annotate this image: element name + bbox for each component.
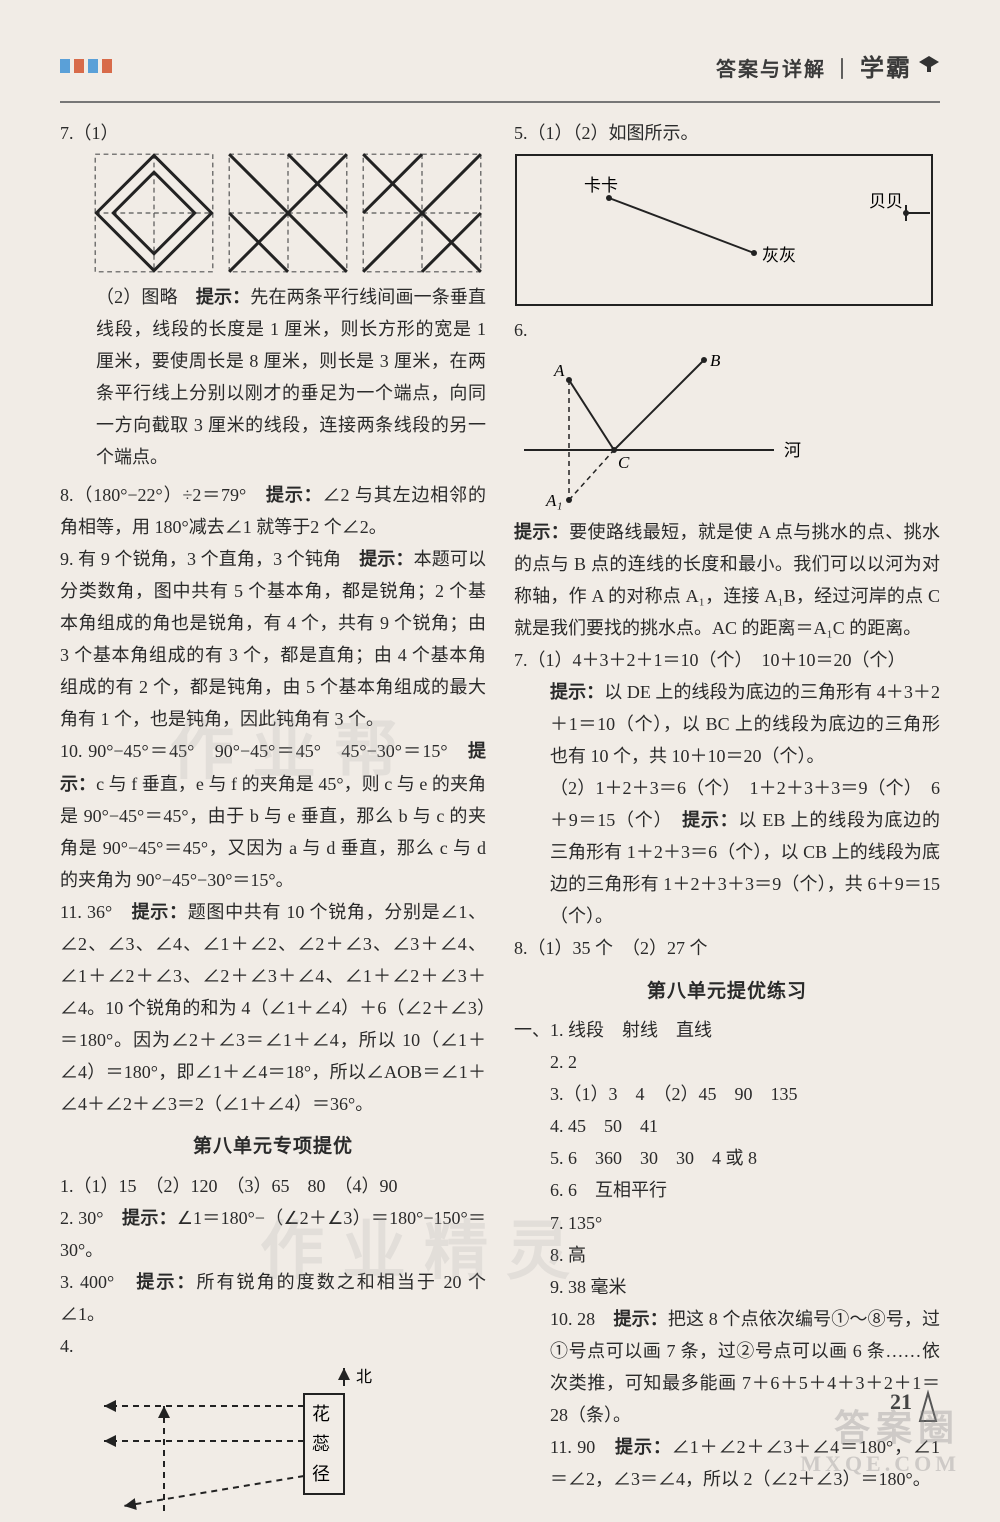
svg-text:A: A [553,361,565,380]
r-q6-label: 6. [514,314,940,346]
hint-label: 提示： [359,549,413,569]
q11-text: 11. 36° [60,902,132,922]
b10-text: 10. 28 [550,1309,613,1329]
q9-hint: 本题可以分类数角，图中共有 5 个基本角，都是锐角；2 个基本角组成的角也是锐角… [60,549,486,729]
left-column: 7.（1） [60,117,486,1522]
mark-icon [102,59,112,73]
hint-label: 提示： [266,485,323,505]
section-8b-title: 第八单元提优练习 [514,975,940,1009]
svg-text:A₁: A₁ [545,491,562,510]
a3: 3. 400° 提示：所有锐角的度数之和相当于 20 个∠1。 [60,1266,486,1330]
q6-hint: 要使路线最短，就是使 A 点与挑水的点、挑水的点与 B 点的连线的长度和最小。我… [514,522,940,638]
q10-text: 10. 90°−45°＝45° 90°−45°＝45° 45°−30°＝15° [60,741,468,761]
header-subtitle: 答案与详解 [716,53,826,82]
b2: 2. 2 [514,1046,940,1078]
q10-hint: c 与 f 垂直，e 与 f 的夹角是 45°，则 c 与 e 的夹角是 90°… [60,774,486,890]
q7-label: 7.（1） [60,123,119,143]
hint-label: 提示： [196,287,250,307]
page-number: 21 [890,1389,912,1415]
b6: 6. 6 互相平行 [514,1174,940,1206]
header-brand: 学霸 [860,48,912,83]
a2: 2. 30° 提示：∠1＝180°−（∠2＋∠3）＝180°−150°＝30°。 [60,1202,486,1266]
q7-figures [94,153,486,273]
b4: 4. 45 50 41 [514,1110,940,1142]
svg-text:河: 河 [784,441,801,460]
hint-label: 提示： [613,1309,667,1329]
b-group: 一、1. 线段 射线 直线 [514,1014,940,1046]
svg-text:B: B [710,351,721,370]
b7: 7. 135° [514,1207,940,1239]
header-title: 答案与详解 ｜ 学霸 [716,48,940,83]
a3-text: 3. 400° [60,1272,136,1292]
hint-label: 提示： [682,810,738,830]
q7-hint: 以 DE 上的线段为底边的三角形有 4＋3＋2＋1＝10（个），以 BC 上的线… [550,682,940,766]
a1: 1.（1）15 （2）120 （3）65 80 （4）90 [60,1170,486,1202]
a4-figure: 北 花 蕊 径 [94,1366,414,1516]
hint-label: 提示： [514,522,569,542]
page-header: 答案与详解 ｜ 学霸 [60,48,940,83]
q9-text: 9. 有 9 个锐角，3 个直角，3 个钝角 [60,549,359,569]
q7-fig2 [228,153,348,273]
grad-cap-icon [918,54,940,76]
b3: 3.（1）3 4 （2）45 90 135 [514,1078,940,1110]
right-column: 5.（1）（2）如图所示。 卡卡 灰灰 贝贝 6. 河 A B [514,117,940,1522]
q11: 11. 36° 提示：题图中共有 10 个锐角，分别是∠1、∠2、∠3、∠4、∠… [60,896,486,1120]
r-q8: 8.（1）35 个 （2）27 个 [514,932,940,964]
page: 答案与详解 ｜ 学霸 7.（1） [0,0,1000,1471]
a4-label: 4. [60,1330,486,1362]
r-q7b: （2）1＋2＋3＝6（个） 1＋2＋3＋3＝9（个） 6＋9＝15（个） 提示：… [514,772,940,932]
q7-2-text: （2）图略 提示：先在两条平行线间画一条垂直线段，线段的长度是 1 厘米，则长方… [60,281,486,473]
q8-text: 8.（180°−22°）÷2＝79° [60,485,266,505]
hint-label: 提示： [550,682,604,702]
r-q6-hint: 提示：要使路线最短，就是使 A 点与挑水的点、挑水的点与 B 点的连线的长度和最… [514,516,940,644]
q11-hint: 题图中共有 10 个锐角，分别是∠1、∠2、∠3、∠4、∠1＋∠2、∠2＋∠3、… [60,902,486,1114]
north-label: 北 [356,1368,372,1386]
content-columns: 7.（1） [60,117,940,1522]
b9: 9. 38 毫米 [514,1271,940,1303]
header-marks [60,59,112,73]
svg-text:贝贝: 贝贝 [869,192,903,211]
q8: 8.（180°−22°）÷2＝79° 提示：∠2 与其左边相邻的角相等，用 18… [60,479,486,543]
r-q7: 7.（1）4＋3＋2＋1＝10（个） 10＋10＝20（个） [514,644,940,676]
hint-label: 提示： [132,902,188,922]
section-8a-title: 第八单元专项提优 [60,1130,486,1164]
q7-2-prefix: （2）图略 [96,287,196,307]
q7-2-hint: 先在两条平行线间画一条垂直线段，线段的长度是 1 厘米，则长方形的宽是 1 厘米… [96,287,486,467]
q5-figure: 卡卡 灰灰 贝贝 [514,153,934,308]
q10: 10. 90°−45°＝45° 90°−45°＝45° 45°−30°＝15° … [60,735,486,895]
hint-label: 提示： [122,1208,177,1228]
q7-fig3 [362,153,482,273]
b5: 5. 6 360 30 30 4 或 8 [514,1142,940,1174]
r-q7-hint: 提示：以 DE 上的线段为底边的三角形有 4＋3＋2＋1＝10（个），以 BC … [514,676,940,772]
b8: 8. 高 [514,1239,940,1271]
b11-text: 11. 90 [550,1437,615,1457]
pencil-icon [916,1385,942,1425]
svg-text:花: 花 [312,1404,330,1424]
b1-group-label: 一、 [514,1020,550,1040]
b10: 10. 28 提示：把这 8 个点依次编号①～⑧号，过①号点可以画 7 条，过②… [514,1303,940,1431]
b1: 1. 线段 射线 直线 [550,1020,712,1040]
q7-fig1 [94,153,214,273]
q6-figure: 河 A B C A₁ [514,350,814,510]
b11: 11. 90 提示：∠1＋∠2＋∠3＋∠4＝180°，∠1＝∠2，∠3＝∠4，所… [514,1431,940,1495]
hint-label: 提示： [615,1437,672,1457]
mark-icon [60,59,70,73]
svg-text:卡卡: 卡卡 [584,176,618,195]
a2-text: 2. 30° [60,1208,122,1228]
svg-text:C: C [618,453,630,472]
svg-text:径: 径 [312,1464,330,1484]
mark-icon [74,59,84,73]
hint-label: 提示： [136,1272,196,1292]
mark-icon [88,59,98,73]
svg-text:蕊: 蕊 [312,1434,330,1454]
q9: 9. 有 9 个锐角，3 个直角，3 个钝角 提示：本题可以分类数角，图中共有 … [60,543,486,735]
q7: 7.（1） [60,117,486,473]
svg-text:灰灰: 灰灰 [762,246,796,265]
r-q5-label: 5.（1）（2）如图所示。 [514,117,940,149]
header-rule [60,101,940,103]
